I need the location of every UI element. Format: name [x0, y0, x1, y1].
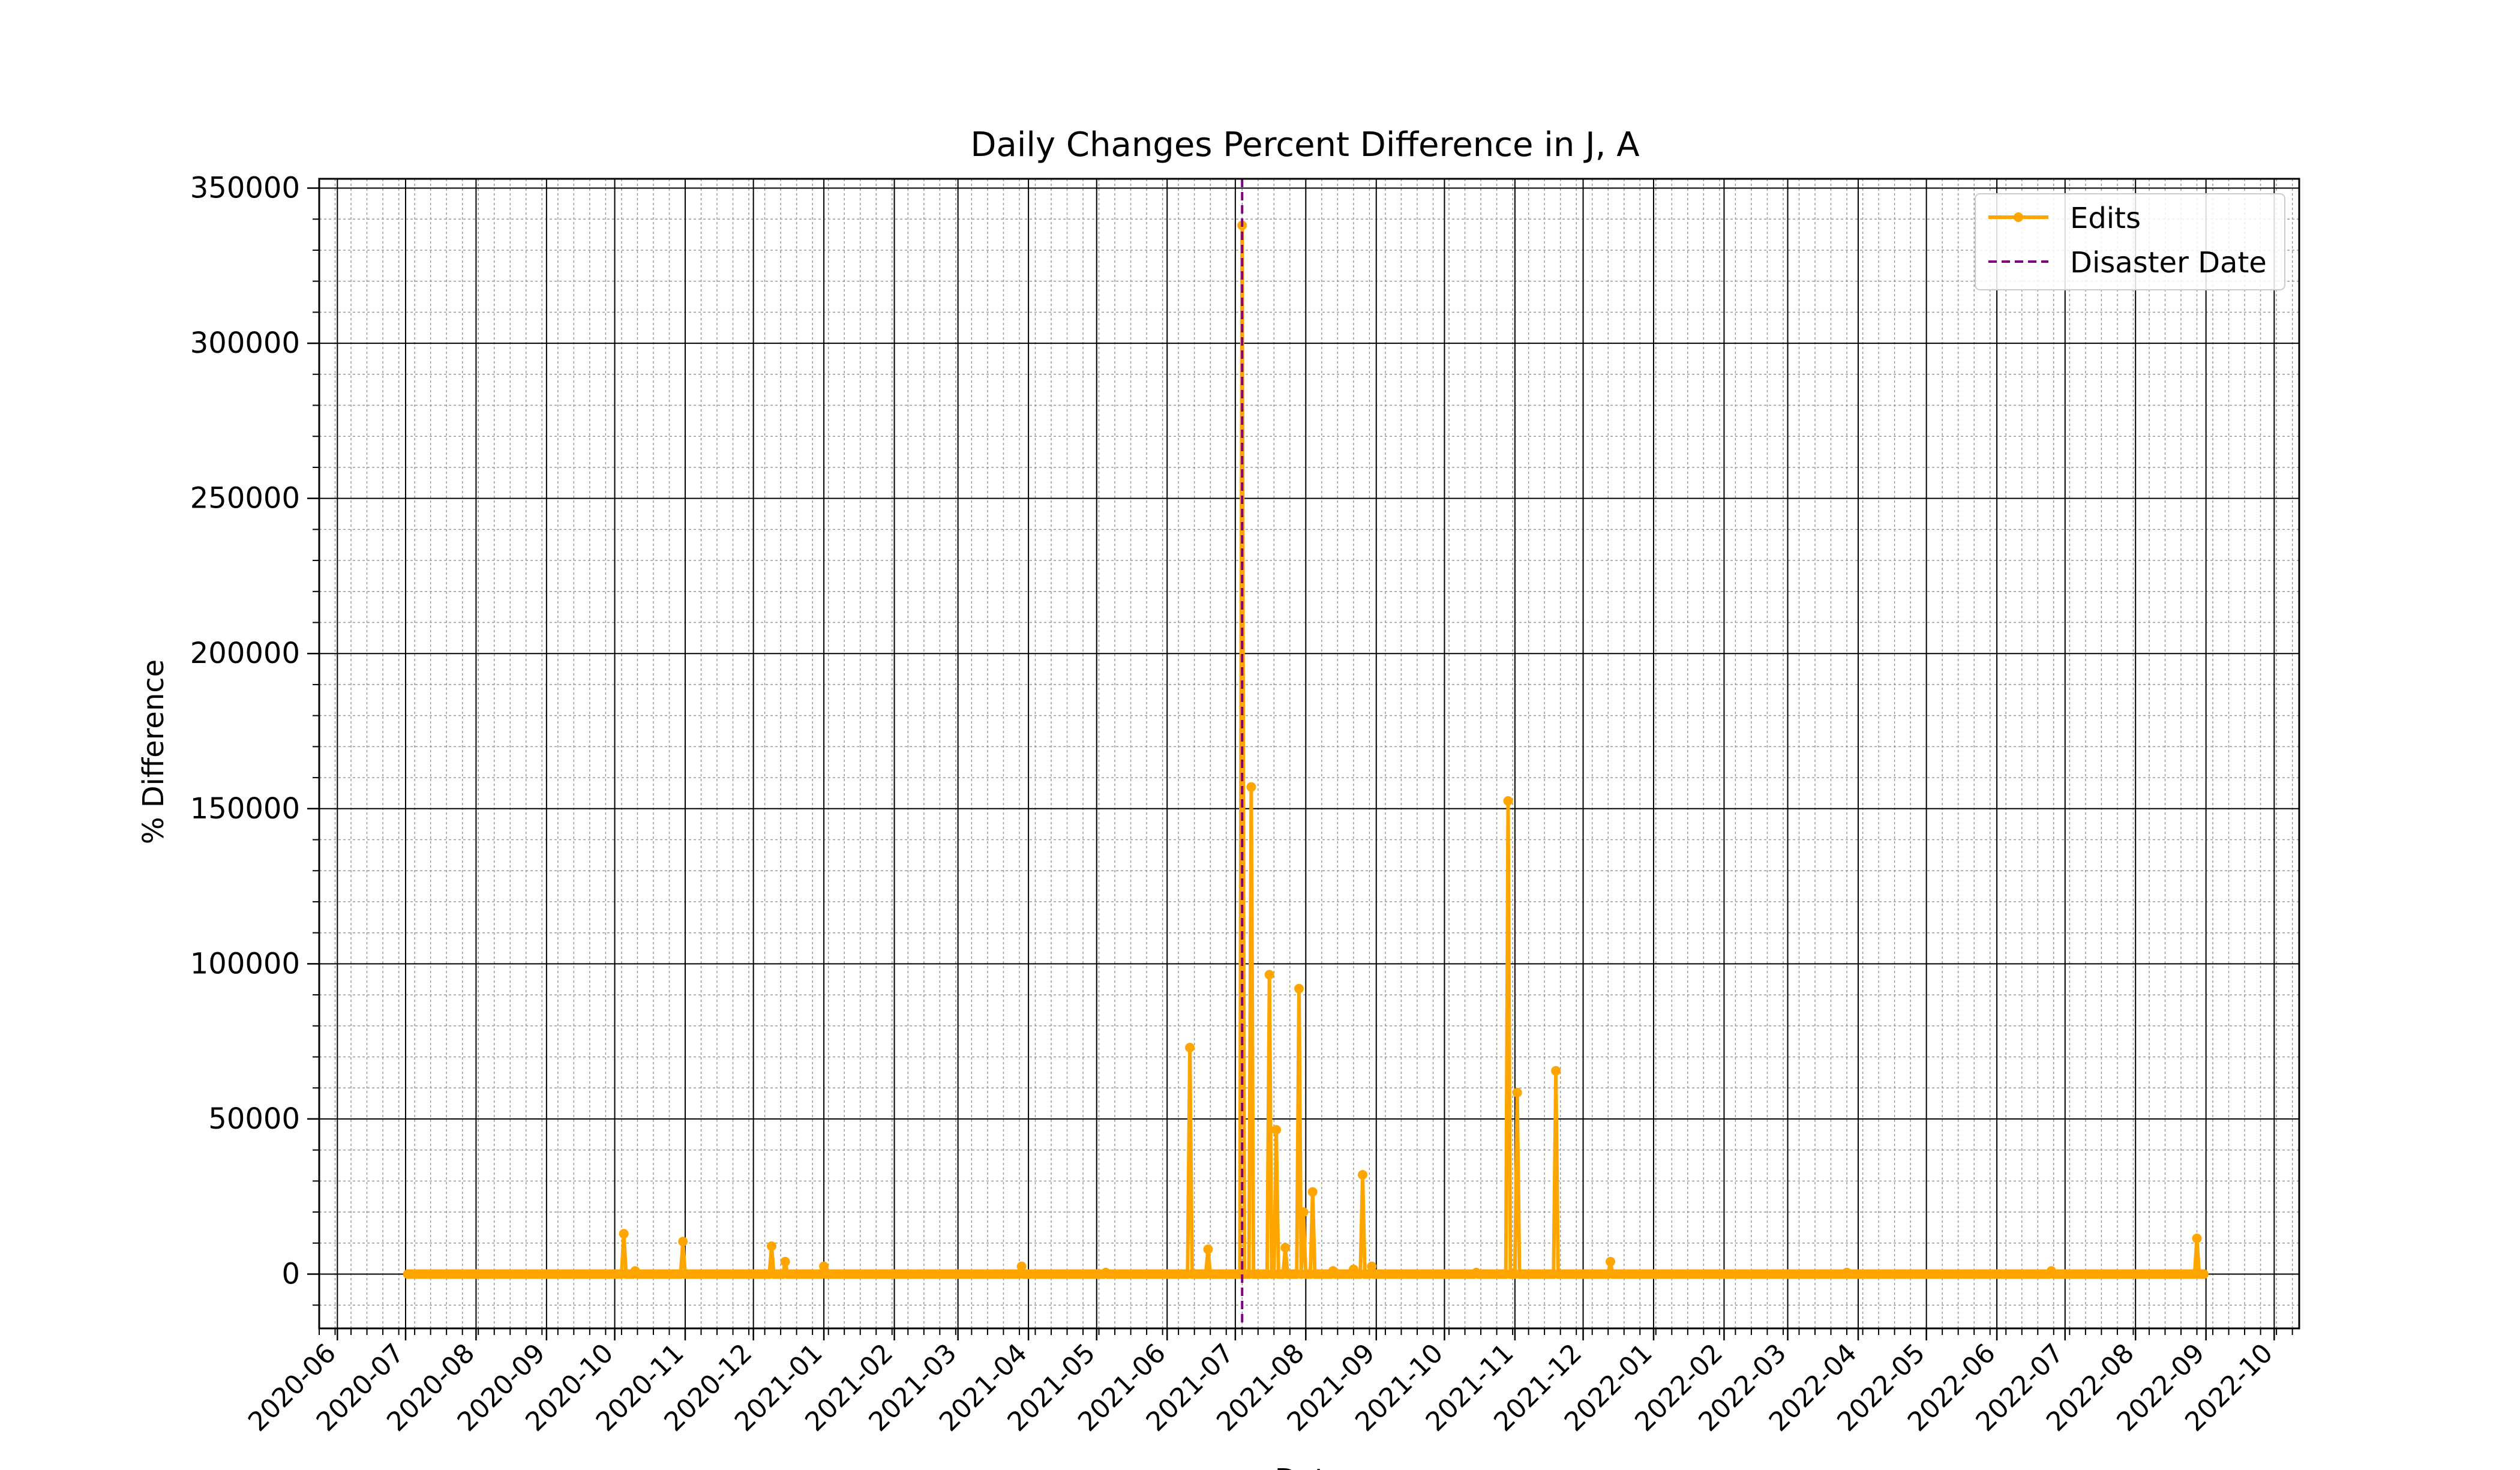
- y-axis-label: % Difference: [137, 659, 170, 844]
- data-point: [1307, 1187, 1318, 1197]
- data-point: [767, 1241, 776, 1251]
- major-grid: [319, 179, 2299, 1328]
- minor-grid: [319, 179, 2299, 1328]
- y-tick-label: 200000: [190, 637, 300, 670]
- data-point: [2198, 1269, 2209, 1279]
- data-point: [619, 1229, 629, 1239]
- data-point: [1606, 1256, 1615, 1267]
- data-point: [678, 1237, 688, 1247]
- legend-label-edits: Edits: [2070, 202, 2141, 235]
- data-point: [1551, 1066, 1561, 1076]
- data-point: [1203, 1244, 1213, 1255]
- data-point: [780, 1256, 790, 1267]
- data-point: [1264, 970, 1274, 980]
- chart-title: Daily Changes Percent Difference in J, A: [970, 125, 1639, 164]
- y-tick-label: 0: [281, 1258, 300, 1291]
- data-point: [1503, 796, 1513, 806]
- plot-area-frame: [318, 178, 2300, 1330]
- data-point: [1185, 1043, 1195, 1052]
- y-tick-label: 350000: [190, 172, 300, 205]
- data-point: [1358, 1170, 1367, 1180]
- legend-edits-marker: [2014, 212, 2023, 222]
- data-point: [1280, 1243, 1291, 1253]
- y-tick-label: 150000: [190, 792, 300, 826]
- data-point: [1298, 1207, 1309, 1217]
- y-tick-label: 50000: [208, 1102, 300, 1136]
- y-tick-label: 100000: [190, 947, 300, 980]
- x-axis-label: Date: [1275, 1463, 1344, 1470]
- legend: Edits Disaster Date: [1975, 193, 2285, 290]
- data-point: [1271, 1125, 1282, 1135]
- y-tick-label: 250000: [190, 482, 300, 515]
- data-point: [1512, 1088, 1522, 1097]
- plot-series: [403, 179, 2209, 1328]
- legend-label-disaster-date: Disaster Date: [2070, 246, 2267, 280]
- data-point: [1294, 983, 1304, 994]
- data-point: [819, 1261, 829, 1271]
- data-point: [2192, 1234, 2202, 1243]
- data-point: [1246, 782, 1256, 792]
- y-tick-label: 300000: [190, 326, 300, 360]
- data-point: [1367, 1261, 1377, 1271]
- legend-box: [1975, 193, 2285, 290]
- data-point: [1016, 1261, 1027, 1271]
